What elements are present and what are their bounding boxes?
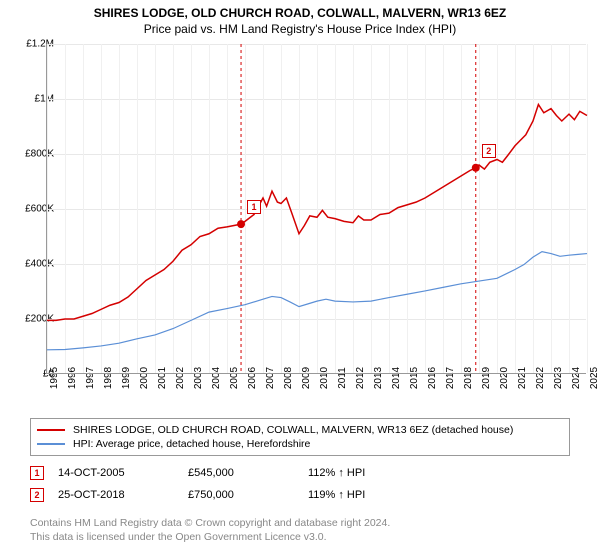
series-hpi bbox=[47, 252, 587, 350]
x-tick-label: 2025 bbox=[589, 367, 600, 389]
legend-item: SHIRES LODGE, OLD CHURCH ROAD, COLWALL, … bbox=[37, 423, 563, 437]
plot-area: 12 bbox=[46, 44, 586, 374]
event-marker-1: 1 bbox=[247, 200, 261, 214]
series-price_paid bbox=[47, 105, 587, 321]
events-table: 1 14-OCT-2005£545,000112% ↑ HPI 2 25-OCT-20… bbox=[30, 462, 428, 506]
footer-line1: Contains HM Land Registry data © Crown c… bbox=[30, 516, 390, 530]
chart-title-line2: Price paid vs. HM Land Registry's House … bbox=[0, 20, 600, 36]
footer-line2: This data is licensed under the Open Gov… bbox=[30, 530, 390, 544]
event-price: £545,000 bbox=[188, 467, 308, 479]
event-id-box: 2 bbox=[30, 488, 44, 502]
event-date: 14-OCT-2005 bbox=[58, 467, 188, 479]
event-price: £750,000 bbox=[188, 489, 308, 501]
event-marker-2: 2 bbox=[482, 144, 496, 158]
chart-container: SHIRES LODGE, OLD CHURCH ROAD, COLWALL, … bbox=[0, 0, 600, 560]
event-hpi: 112% ↑ HPI bbox=[308, 467, 428, 479]
footer-attribution: Contains HM Land Registry data © Crown c… bbox=[30, 516, 390, 544]
event-hpi: 119% ↑ HPI bbox=[308, 489, 428, 501]
chart-svg bbox=[47, 44, 587, 374]
legend-label: SHIRES LODGE, OLD CHURCH ROAD, COLWALL, … bbox=[73, 424, 513, 436]
event-id-box: 1 bbox=[30, 466, 44, 480]
event-row: 1 14-OCT-2005£545,000112% ↑ HPI bbox=[30, 462, 428, 484]
legend: SHIRES LODGE, OLD CHURCH ROAD, COLWALL, … bbox=[30, 418, 570, 456]
legend-label: HPI: Average price, detached house, Here… bbox=[73, 438, 310, 450]
event-row: 2 25-OCT-2018£750,000119% ↑ HPI bbox=[30, 484, 428, 506]
legend-item: HPI: Average price, detached house, Here… bbox=[37, 437, 563, 451]
event-date: 25-OCT-2018 bbox=[58, 489, 188, 501]
chart-title-line1: SHIRES LODGE, OLD CHURCH ROAD, COLWALL, … bbox=[0, 0, 600, 20]
